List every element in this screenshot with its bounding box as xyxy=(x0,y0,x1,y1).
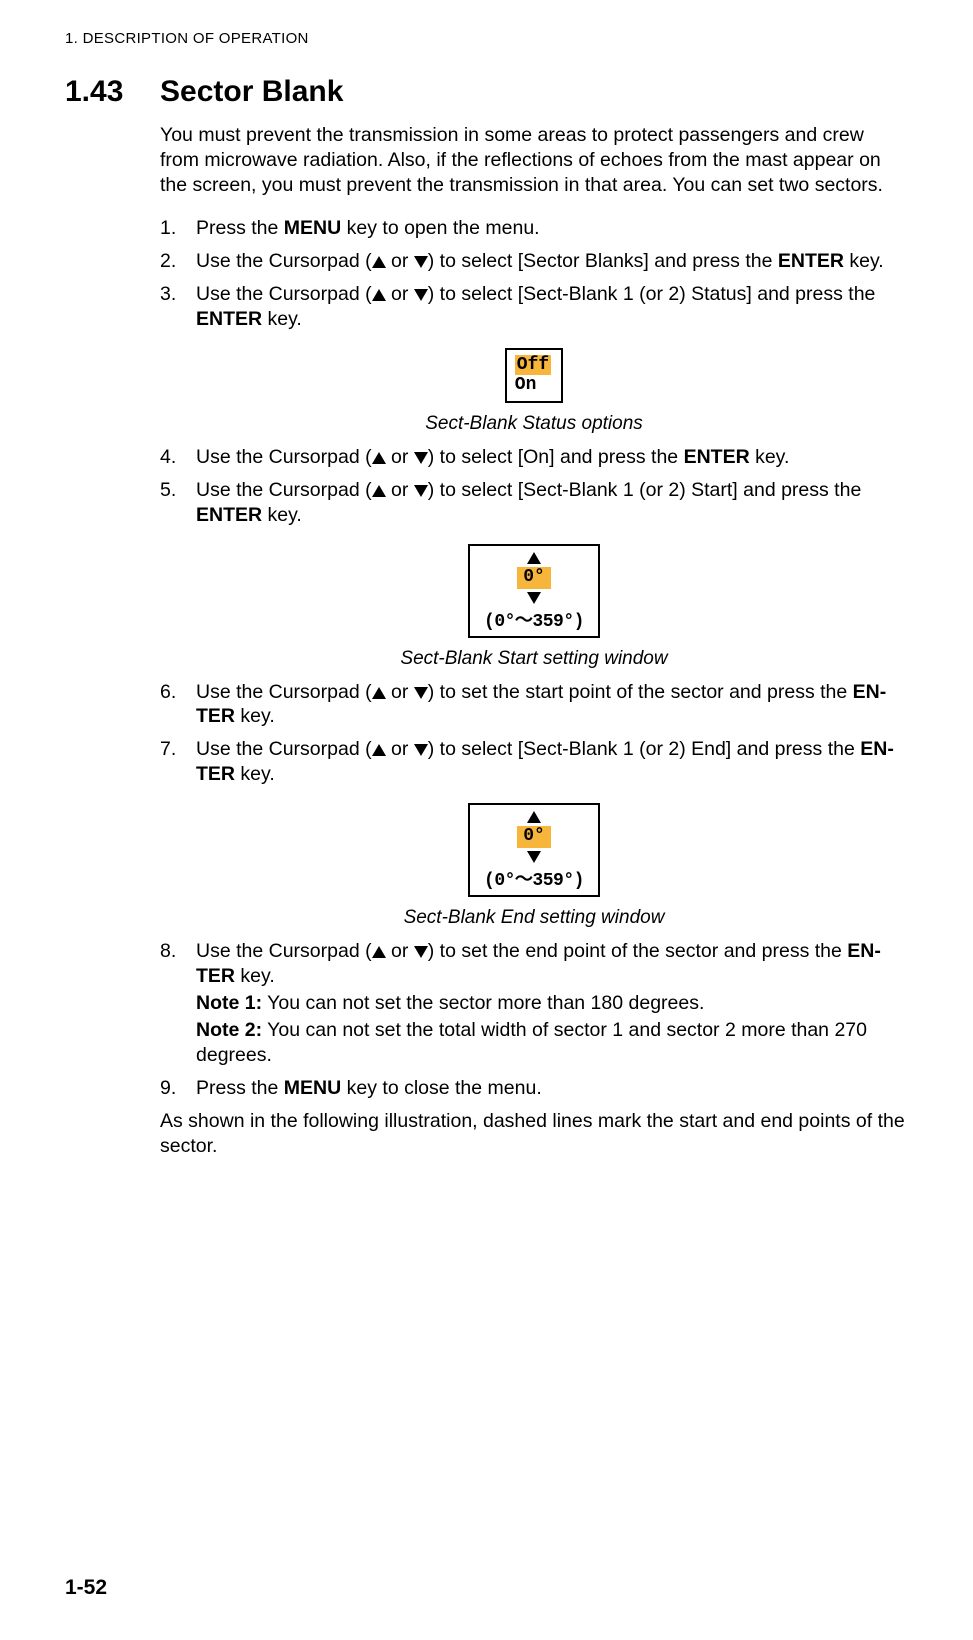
step-5: 5. Use the Cursorpad ( or ) to select [S… xyxy=(160,478,908,528)
step-number: 1. xyxy=(160,216,196,241)
up-arrow-icon xyxy=(372,289,386,301)
step-number: 6. xyxy=(160,680,196,730)
figure-1: Off On xyxy=(160,348,908,403)
setting-box-start: 0° (0°～359°) xyxy=(468,544,600,638)
up-arrow-icon xyxy=(372,687,386,699)
down-arrow-icon xyxy=(414,485,428,497)
down-arrow-icon xyxy=(414,452,428,464)
step-number: 2. xyxy=(160,249,196,274)
setting-box-end: 0° (0°～359°) xyxy=(468,803,600,897)
step-number: 9. xyxy=(160,1076,196,1101)
down-arrow-icon xyxy=(527,851,541,863)
step-6: 6. Use the Cursorpad ( or ) to set the s… xyxy=(160,680,908,730)
figure-3: 0° (0°～359°) xyxy=(160,803,908,897)
section-title: Sector Blank xyxy=(160,75,343,109)
step-text: Use the Cursorpad ( or ) to select [Sect… xyxy=(196,249,908,274)
step-7: 7. Use the Cursorpad ( or ) to select [S… xyxy=(160,737,908,787)
steps-list-cont-3: 8. Use the Cursorpad ( or ) to set the e… xyxy=(160,939,908,1101)
setting-range: (0°～359°) xyxy=(484,606,584,632)
step-number: 3. xyxy=(160,282,196,332)
option-off: Off xyxy=(515,355,551,376)
step-text: Use the Cursorpad ( or ) to select [On] … xyxy=(196,445,908,470)
step-9: 9. Press the MENU key to close the menu. xyxy=(160,1076,908,1101)
page-number: 1-52 xyxy=(65,1576,107,1600)
down-arrow-icon xyxy=(414,289,428,301)
down-arrow-icon xyxy=(527,592,541,604)
step-number: 8. xyxy=(160,939,196,1068)
step-text: Use the Cursorpad ( or ) to set the end … xyxy=(196,939,908,1068)
step-2: 2. Use the Cursorpad ( or ) to select [S… xyxy=(160,249,908,274)
section-heading: 1.43 Sector Blank xyxy=(65,75,908,109)
up-arrow-icon xyxy=(372,452,386,464)
up-arrow-icon xyxy=(527,811,541,823)
figure-1-caption: Sect-Blank Status options xyxy=(160,413,908,435)
setting-range: (0°～359°) xyxy=(484,865,584,891)
step-number: 7. xyxy=(160,737,196,787)
up-arrow-icon xyxy=(372,485,386,497)
step-number: 4. xyxy=(160,445,196,470)
options-box: Off On xyxy=(505,348,563,403)
step-8: 8. Use the Cursorpad ( or ) to set the e… xyxy=(160,939,908,1068)
note-1: Note 1: You can not set the sector more … xyxy=(196,991,908,1016)
up-arrow-icon xyxy=(527,552,541,564)
step-3: 3. Use the Cursorpad ( or ) to select [S… xyxy=(160,282,908,332)
setting-value: 0° xyxy=(517,826,551,848)
step-1: 1. Press the MENU key to open the menu. xyxy=(160,216,908,241)
figure-2: 0° (0°～359°) xyxy=(160,544,908,638)
step-text: Press the MENU key to open the menu. xyxy=(196,216,908,241)
steps-list: 1. Press the MENU key to open the menu. … xyxy=(160,216,908,332)
up-arrow-icon xyxy=(372,256,386,268)
setting-value: 0° xyxy=(517,567,551,589)
steps-list-cont-1: 4. Use the Cursorpad ( or ) to select [O… xyxy=(160,445,908,528)
step-4: 4. Use the Cursorpad ( or ) to select [O… xyxy=(160,445,908,470)
steps-list-cont-2: 6. Use the Cursorpad ( or ) to set the s… xyxy=(160,680,908,788)
figure-2-caption: Sect-Blank Start setting window xyxy=(160,648,908,670)
down-arrow-icon xyxy=(414,946,428,958)
closing-paragraph: As shown in the following illustration, … xyxy=(160,1109,908,1159)
step-text: Use the Cursorpad ( or ) to select [Sect… xyxy=(196,737,908,787)
step-number: 5. xyxy=(160,478,196,528)
step-text: Press the MENU key to close the menu. xyxy=(196,1076,908,1101)
option-on: On xyxy=(515,375,537,395)
section-number: 1.43 xyxy=(65,75,160,109)
step-text: Use the Cursorpad ( or ) to set the star… xyxy=(196,680,908,730)
up-arrow-icon xyxy=(372,744,386,756)
chapter-header: 1. DESCRIPTION OF OPERATION xyxy=(65,30,908,47)
down-arrow-icon xyxy=(414,256,428,268)
note-2: Note 2: You can not set the total width … xyxy=(196,1018,908,1068)
down-arrow-icon xyxy=(414,744,428,756)
intro-paragraph: You must prevent the transmission in som… xyxy=(160,123,908,198)
up-arrow-icon xyxy=(372,946,386,958)
step-text: Use the Cursorpad ( or ) to select [Sect… xyxy=(196,282,908,332)
figure-3-caption: Sect-Blank End setting window xyxy=(160,907,908,929)
down-arrow-icon xyxy=(414,687,428,699)
step-text: Use the Cursorpad ( or ) to select [Sect… xyxy=(196,478,908,528)
